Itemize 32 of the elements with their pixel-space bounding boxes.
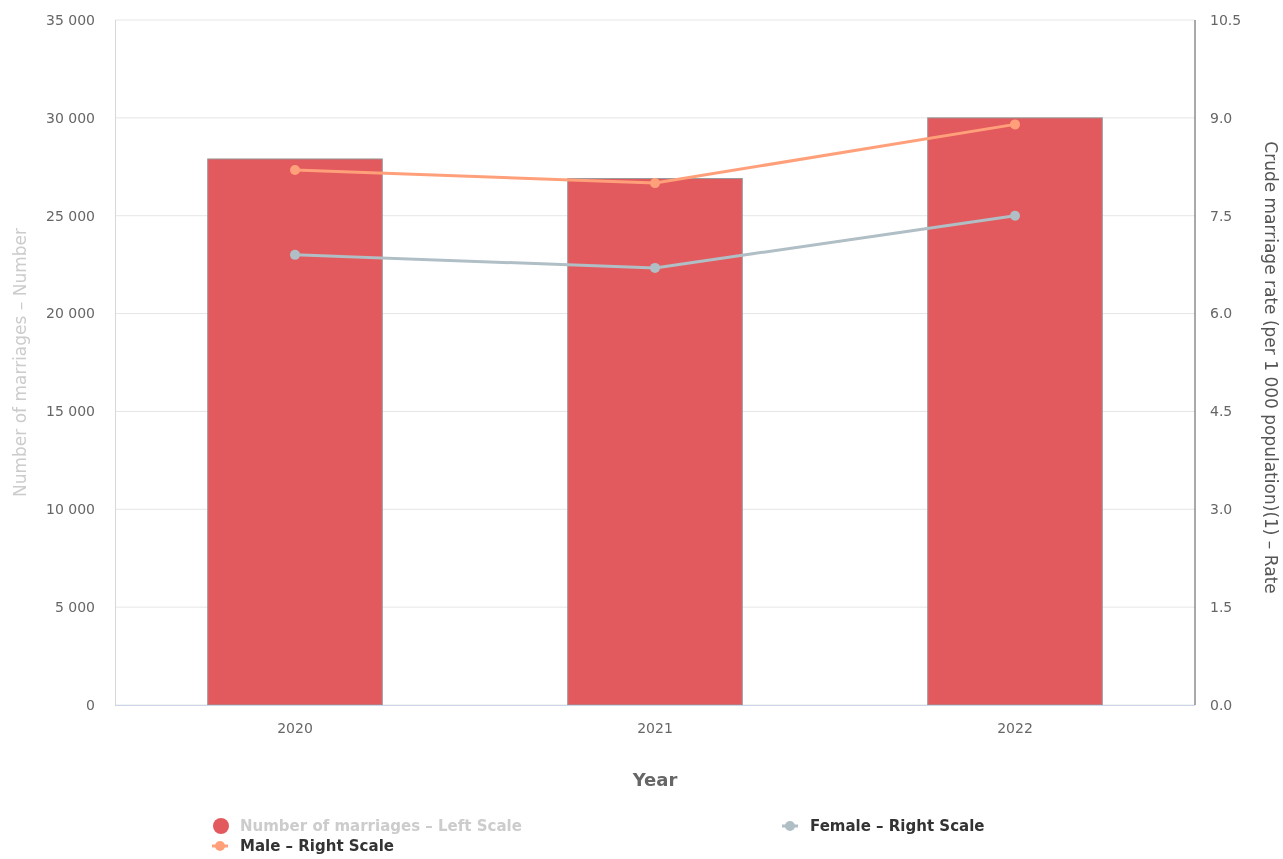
point bbox=[650, 262, 660, 273]
y2-tick-label: 4.5 bbox=[1210, 403, 1233, 420]
point bbox=[290, 165, 300, 176]
y-tick-label: 0 bbox=[86, 696, 95, 713]
y-tick-label: 5 000 bbox=[54, 599, 95, 616]
y-tick-label: 20 000 bbox=[46, 305, 95, 322]
legend-label: Male – Right Scale bbox=[240, 837, 394, 856]
x-tick-label: 2022 bbox=[997, 720, 1033, 736]
y-tick-label: 10 000 bbox=[46, 501, 95, 518]
bar bbox=[927, 117, 1103, 706]
x-tick-label: 2020 bbox=[277, 720, 313, 736]
legend-label: Female – Right Scale bbox=[810, 817, 985, 836]
y2-tick-label: 0.0 bbox=[1210, 696, 1233, 713]
y2-tick-label: 10.5 bbox=[1210, 11, 1242, 28]
y2-tick-label: 6.0 bbox=[1210, 305, 1233, 322]
bar bbox=[567, 178, 743, 706]
point bbox=[1010, 210, 1020, 221]
y2-tick-label: 3.0 bbox=[1210, 501, 1233, 518]
y2-tick-label: 7.5 bbox=[1210, 207, 1233, 224]
point bbox=[290, 249, 300, 260]
y-tick-label: 30 000 bbox=[46, 109, 95, 126]
x-axis-title: Year bbox=[631, 769, 678, 790]
y-tick-label: 35 000 bbox=[46, 11, 95, 28]
y-tick-label: 25 000 bbox=[46, 207, 95, 224]
point bbox=[650, 178, 660, 189]
point bbox=[1010, 119, 1020, 130]
y-tick-label: 15 000 bbox=[46, 403, 95, 420]
x-tick-label: 2021 bbox=[637, 720, 673, 736]
y2-tick-label: 9.0 bbox=[1210, 109, 1233, 126]
bar bbox=[207, 158, 383, 706]
y2-axis-title: Crude marriage rate (per 1 000 population)(1) – Rate bbox=[1261, 141, 1281, 594]
y2-tick-label: 1.5 bbox=[1210, 599, 1233, 616]
